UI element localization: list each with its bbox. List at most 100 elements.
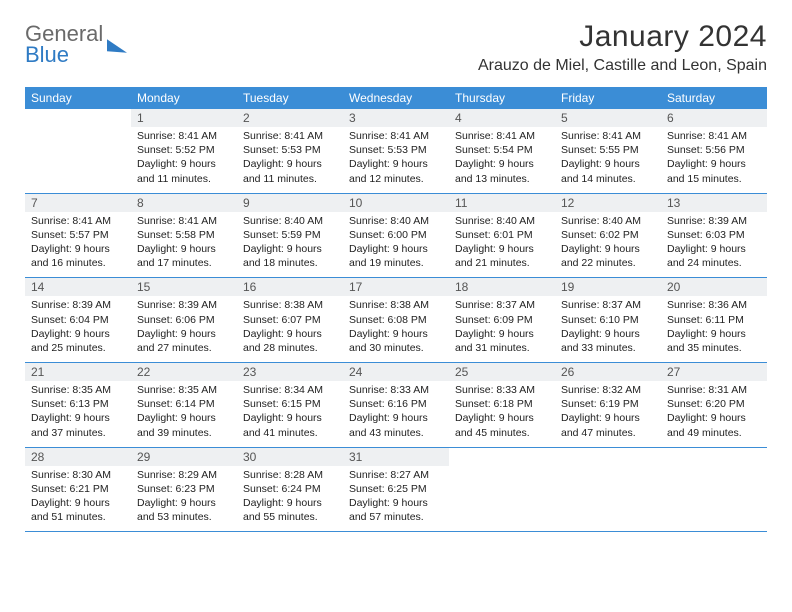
- calendar-day-cell: 23Sunrise: 8:34 AMSunset: 6:15 PMDayligh…: [237, 363, 343, 448]
- sunset-text: Sunset: 6:18 PM: [455, 397, 549, 411]
- location: Arauzo de Miel, Castille and Leon, Spain: [478, 57, 767, 75]
- calendar-day-cell: 29Sunrise: 8:29 AMSunset: 6:23 PMDayligh…: [131, 447, 237, 532]
- calendar-day-cell: [449, 447, 555, 532]
- sunset-text: Sunset: 6:24 PM: [243, 482, 337, 496]
- daylight-text: Daylight: 9 hours and 27 minutes.: [137, 327, 231, 355]
- calendar-day-cell: 1Sunrise: 8:41 AMSunset: 5:52 PMDaylight…: [131, 109, 237, 193]
- daylight-text: Daylight: 9 hours and 18 minutes.: [243, 242, 337, 270]
- sunrise-text: Sunrise: 8:35 AM: [137, 383, 231, 397]
- weekday-header: Thursday: [449, 87, 555, 109]
- sunset-text: Sunset: 6:06 PM: [137, 313, 231, 327]
- day-number: 29: [131, 448, 237, 466]
- weekday-header: Tuesday: [237, 87, 343, 109]
- day-number: 22: [131, 363, 237, 381]
- calendar-table: SundayMondayTuesdayWednesdayThursdayFrid…: [25, 87, 767, 532]
- calendar-day-cell: [25, 109, 131, 193]
- calendar-day-cell: 20Sunrise: 8:36 AMSunset: 6:11 PMDayligh…: [661, 278, 767, 363]
- day-number: 4: [449, 109, 555, 127]
- day-number: 27: [661, 363, 767, 381]
- day-details: Sunrise: 8:41 AMSunset: 5:53 PMDaylight:…: [237, 127, 343, 193]
- day-details: Sunrise: 8:30 AMSunset: 6:21 PMDaylight:…: [25, 466, 131, 532]
- sunset-text: Sunset: 6:13 PM: [31, 397, 125, 411]
- day-details: Sunrise: 8:36 AMSunset: 6:11 PMDaylight:…: [661, 296, 767, 362]
- calendar-day-cell: 25Sunrise: 8:33 AMSunset: 6:18 PMDayligh…: [449, 363, 555, 448]
- sunrise-text: Sunrise: 8:33 AM: [349, 383, 443, 397]
- daylight-text: Daylight: 9 hours and 35 minutes.: [667, 327, 761, 355]
- day-details: Sunrise: 8:37 AMSunset: 6:09 PMDaylight:…: [449, 296, 555, 362]
- sunrise-text: Sunrise: 8:39 AM: [667, 214, 761, 228]
- calendar-day-cell: 4Sunrise: 8:41 AMSunset: 5:54 PMDaylight…: [449, 109, 555, 193]
- sunrise-text: Sunrise: 8:40 AM: [561, 214, 655, 228]
- sunset-text: Sunset: 6:16 PM: [349, 397, 443, 411]
- sunrise-text: Sunrise: 8:30 AM: [31, 468, 125, 482]
- sunset-text: Sunset: 5:53 PM: [243, 143, 337, 157]
- sunrise-text: Sunrise: 8:33 AM: [455, 383, 549, 397]
- calendar-week-row: 28Sunrise: 8:30 AMSunset: 6:21 PMDayligh…: [25, 447, 767, 532]
- day-number: 17: [343, 278, 449, 296]
- sunrise-text: Sunrise: 8:35 AM: [31, 383, 125, 397]
- title-block: January 2024 Arauzo de Miel, Castille an…: [478, 20, 767, 75]
- sunset-text: Sunset: 6:20 PM: [667, 397, 761, 411]
- daylight-text: Daylight: 9 hours and 28 minutes.: [243, 327, 337, 355]
- daylight-text: Daylight: 9 hours and 47 minutes.: [561, 411, 655, 439]
- sunrise-text: Sunrise: 8:37 AM: [455, 298, 549, 312]
- day-number: 18: [449, 278, 555, 296]
- day-number: 31: [343, 448, 449, 466]
- day-number: 12: [555, 194, 661, 212]
- day-details: Sunrise: 8:27 AMSunset: 6:25 PMDaylight:…: [343, 466, 449, 532]
- day-details: Sunrise: 8:33 AMSunset: 6:18 PMDaylight:…: [449, 381, 555, 447]
- calendar-day-cell: 12Sunrise: 8:40 AMSunset: 6:02 PMDayligh…: [555, 193, 661, 278]
- calendar-day-cell: 13Sunrise: 8:39 AMSunset: 6:03 PMDayligh…: [661, 193, 767, 278]
- sunset-text: Sunset: 6:08 PM: [349, 313, 443, 327]
- sunrise-text: Sunrise: 8:39 AM: [31, 298, 125, 312]
- day-details: Sunrise: 8:35 AMSunset: 6:14 PMDaylight:…: [131, 381, 237, 447]
- day-number: 5: [555, 109, 661, 127]
- daylight-text: Daylight: 9 hours and 25 minutes.: [31, 327, 125, 355]
- day-number: 24: [343, 363, 449, 381]
- day-details: Sunrise: 8:35 AMSunset: 6:13 PMDaylight:…: [25, 381, 131, 447]
- day-number: 15: [131, 278, 237, 296]
- calendar-day-cell: 9Sunrise: 8:40 AMSunset: 5:59 PMDaylight…: [237, 193, 343, 278]
- calendar-day-cell: 6Sunrise: 8:41 AMSunset: 5:56 PMDaylight…: [661, 109, 767, 193]
- day-number: 11: [449, 194, 555, 212]
- day-details: Sunrise: 8:41 AMSunset: 5:57 PMDaylight:…: [25, 212, 131, 278]
- day-number: 3: [343, 109, 449, 127]
- sunset-text: Sunset: 6:25 PM: [349, 482, 443, 496]
- day-number: 30: [237, 448, 343, 466]
- sunset-text: Sunset: 6:14 PM: [137, 397, 231, 411]
- daylight-text: Daylight: 9 hours and 19 minutes.: [349, 242, 443, 270]
- day-details: Sunrise: 8:29 AMSunset: 6:23 PMDaylight:…: [131, 466, 237, 532]
- calendar-day-cell: 22Sunrise: 8:35 AMSunset: 6:14 PMDayligh…: [131, 363, 237, 448]
- sunset-text: Sunset: 5:58 PM: [137, 228, 231, 242]
- calendar-day-cell: 10Sunrise: 8:40 AMSunset: 6:00 PMDayligh…: [343, 193, 449, 278]
- daylight-text: Daylight: 9 hours and 37 minutes.: [31, 411, 125, 439]
- day-details: Sunrise: 8:33 AMSunset: 6:16 PMDaylight:…: [343, 381, 449, 447]
- sunset-text: Sunset: 6:19 PM: [561, 397, 655, 411]
- sunrise-text: Sunrise: 8:37 AM: [561, 298, 655, 312]
- sunrise-text: Sunrise: 8:32 AM: [561, 383, 655, 397]
- sunrise-text: Sunrise: 8:41 AM: [31, 214, 125, 228]
- sunset-text: Sunset: 6:01 PM: [455, 228, 549, 242]
- calendar-day-cell: [661, 447, 767, 532]
- sunset-text: Sunset: 6:23 PM: [137, 482, 231, 496]
- day-details: Sunrise: 8:37 AMSunset: 6:10 PMDaylight:…: [555, 296, 661, 362]
- sunset-text: Sunset: 5:57 PM: [31, 228, 125, 242]
- day-details: Sunrise: 8:28 AMSunset: 6:24 PMDaylight:…: [237, 466, 343, 532]
- sunset-text: Sunset: 6:04 PM: [31, 313, 125, 327]
- day-details: Sunrise: 8:41 AMSunset: 5:52 PMDaylight:…: [131, 127, 237, 193]
- day-details: Sunrise: 8:31 AMSunset: 6:20 PMDaylight:…: [661, 381, 767, 447]
- day-number: 13: [661, 194, 767, 212]
- calendar-day-cell: 21Sunrise: 8:35 AMSunset: 6:13 PMDayligh…: [25, 363, 131, 448]
- calendar-day-cell: 7Sunrise: 8:41 AMSunset: 5:57 PMDaylight…: [25, 193, 131, 278]
- daylight-text: Daylight: 9 hours and 31 minutes.: [455, 327, 549, 355]
- day-number: 21: [25, 363, 131, 381]
- sunrise-text: Sunrise: 8:41 AM: [349, 129, 443, 143]
- sunrise-text: Sunrise: 8:27 AM: [349, 468, 443, 482]
- daylight-text: Daylight: 9 hours and 45 minutes.: [455, 411, 549, 439]
- sunrise-text: Sunrise: 8:41 AM: [137, 129, 231, 143]
- day-number: 8: [131, 194, 237, 212]
- daylight-text: Daylight: 9 hours and 21 minutes.: [455, 242, 549, 270]
- daylight-text: Daylight: 9 hours and 15 minutes.: [667, 157, 761, 185]
- day-number: 2: [237, 109, 343, 127]
- day-details: Sunrise: 8:38 AMSunset: 6:07 PMDaylight:…: [237, 296, 343, 362]
